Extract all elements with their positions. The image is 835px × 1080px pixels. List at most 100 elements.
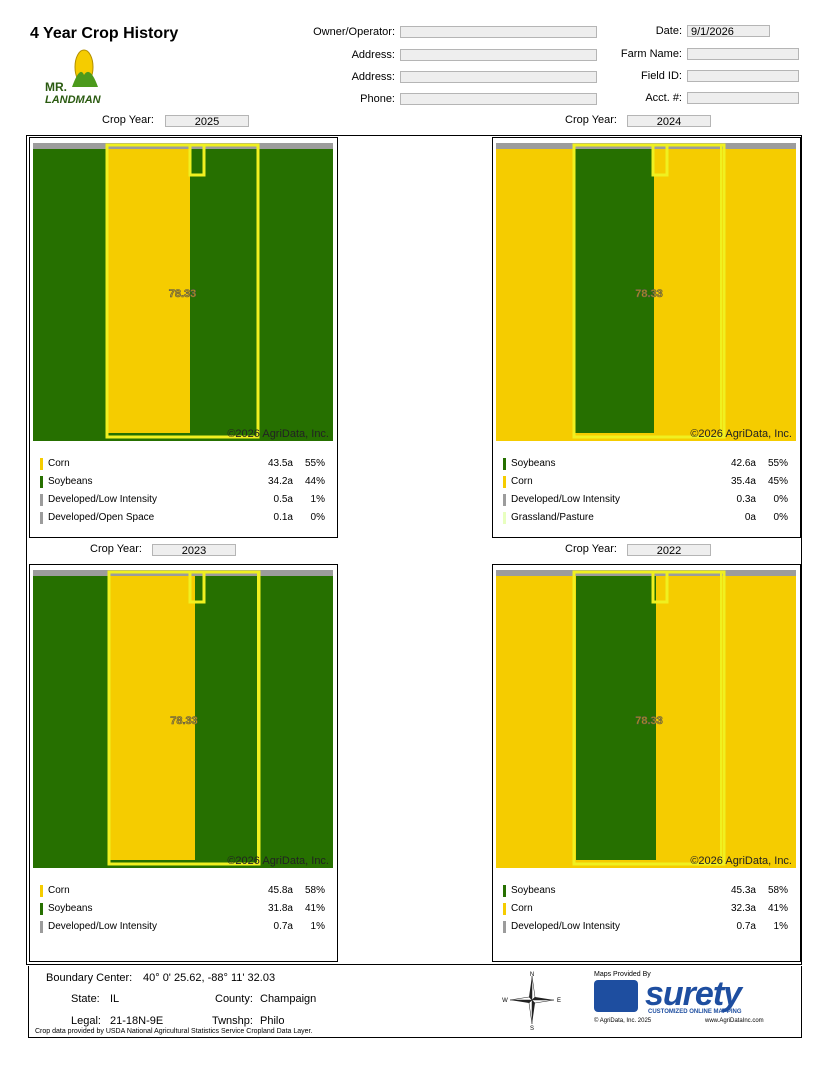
township-value: Philo	[260, 1015, 285, 1027]
legend-swatch	[503, 476, 506, 488]
legend-percent: 44%	[304, 476, 325, 487]
legend-swatch	[40, 921, 43, 933]
legend-swatch	[503, 458, 506, 470]
crop-year-label: Crop Year:	[102, 114, 154, 126]
legend-swatch	[503, 903, 506, 915]
legend-percent: 58%	[304, 885, 325, 896]
field-input	[687, 48, 799, 60]
boundary-value: 40° 0' 25.62, -88° 11' 32.03	[143, 972, 276, 984]
legend-swatch	[40, 512, 43, 524]
field-label: Phone:	[360, 93, 395, 105]
map-copyright: ©2026 AgriData, Inc.	[227, 428, 329, 440]
legend-name: Developed/Low Intensity	[511, 494, 620, 505]
legend-acres: 0.7a	[273, 921, 293, 932]
legend-percent: 55%	[304, 458, 325, 469]
compass-e: E	[557, 998, 561, 1004]
source-note: Crop data provided by USDA National Agri…	[35, 1028, 313, 1035]
map-copyright: ©2026 AgriData, Inc.	[227, 855, 329, 867]
logo-line1: MR.	[45, 80, 67, 94]
legend-name: Corn	[511, 903, 533, 914]
footer-frame	[28, 966, 802, 1038]
state-value: IL	[110, 993, 120, 1005]
compass-s: S	[530, 1026, 534, 1030]
boundary-notch	[651, 143, 669, 177]
globe-icon	[594, 980, 638, 1012]
legend-percent: 41%	[304, 903, 325, 914]
legal-label: Legal:	[71, 1015, 101, 1027]
map-strip	[109, 572, 195, 866]
field-input	[400, 71, 597, 83]
acreage-label: 78.33	[635, 288, 663, 300]
map-copyright: ©2026 AgriData, Inc.	[690, 428, 792, 440]
brand: surety	[645, 975, 742, 1013]
legend-percent: 58%	[767, 885, 788, 896]
map-left	[33, 570, 105, 868]
state-label: State:	[71, 993, 100, 1005]
legend-percent: 1%	[310, 494, 325, 505]
legend-percent: 1%	[310, 921, 325, 932]
legend-percent: 45%	[767, 476, 788, 487]
panel: 78.33 ©2026 AgriData, Inc. Corn 43.5a 55% Soy…	[29, 137, 338, 538]
legend-name: Developed/Low Intensity	[48, 921, 157, 932]
crop-map: 78.33 ©2026 AgriData, Inc.	[496, 570, 796, 868]
crop-year-value: 2022	[627, 544, 711, 557]
logo-line2: LANDMAN	[45, 94, 102, 106]
map-strip	[576, 572, 656, 866]
field-input: 9/1/2026	[687, 25, 770, 38]
boundary-label: Boundary Center:	[46, 972, 133, 984]
crop-year-label: Crop Year:	[90, 543, 142, 555]
legend-acres: 0.7a	[736, 921, 756, 932]
township-label: Twnshp:	[212, 1015, 253, 1027]
legend-name: Corn	[511, 476, 533, 487]
map-left	[33, 143, 105, 441]
frame	[26, 135, 802, 965]
legend-acres: 0a	[744, 512, 756, 523]
map-copyright: ©2026 AgriData, Inc.	[690, 855, 792, 867]
legend-percent: 55%	[767, 458, 788, 469]
crop-year-label: Crop Year:	[565, 114, 617, 126]
map-strip	[574, 145, 654, 439]
panel: 78.33 ©2026 AgriData, Inc. Corn 45.8a 58% Soy…	[29, 564, 338, 962]
field-input	[687, 70, 799, 82]
field-label: Date:	[655, 25, 682, 37]
legend-percent: 1%	[773, 921, 788, 932]
legend-acres: 0.1a	[273, 512, 293, 523]
crop-year-value: 2024	[627, 115, 711, 128]
legend-acres: 0.3a	[736, 494, 756, 505]
logo: MR.LANDMAN	[45, 49, 102, 106]
legend-swatch	[503, 885, 506, 897]
legend-swatch	[503, 921, 506, 933]
legend-name: Soybeans	[511, 885, 556, 896]
husk	[72, 71, 98, 87]
legend-swatch	[503, 494, 506, 506]
crop-map: 78.33 ©2026 AgriData, Inc.	[33, 570, 333, 868]
boundary-notch	[651, 570, 669, 604]
legend-acres: 34.2a	[267, 476, 293, 487]
legend-name: Grassland/Pasture	[511, 512, 594, 523]
legend-name: Soybeans	[48, 903, 93, 914]
legend-acres: 43.5a	[267, 458, 293, 469]
maps-by: Maps Provided By	[594, 971, 651, 978]
brand-copyright: © AgriData, Inc. 2025	[594, 1018, 652, 1024]
legend-swatch	[40, 458, 43, 470]
website: www.AgriDataInc.com	[705, 1018, 764, 1024]
title: 4 Year Crop History	[30, 25, 179, 42]
field-label: Address:	[351, 49, 395, 61]
crop-year-value: 2025	[165, 115, 249, 128]
compass-w: W	[502, 998, 508, 1004]
legend-acres: 45.3a	[730, 885, 756, 896]
field-label: Acct. #:	[645, 92, 682, 104]
acreage-label: 78.33	[635, 715, 663, 727]
acreage-label: 78.33	[169, 288, 197, 300]
legend-swatch	[503, 512, 506, 524]
tagline: CUSTOMIZED ONLINE MAPPING	[648, 1009, 742, 1015]
legend-name: Corn	[48, 885, 70, 896]
map-strip	[108, 145, 190, 439]
legend-name: Soybeans	[48, 476, 93, 487]
panel: 78.33 ©2026 AgriData, Inc. Soybeans 42.6a 55…	[492, 137, 801, 538]
legend-percent: 0%	[773, 512, 788, 523]
legend-percent: 0%	[310, 512, 325, 523]
field-label: Field ID:	[641, 70, 682, 82]
boundary-notch	[188, 570, 206, 604]
